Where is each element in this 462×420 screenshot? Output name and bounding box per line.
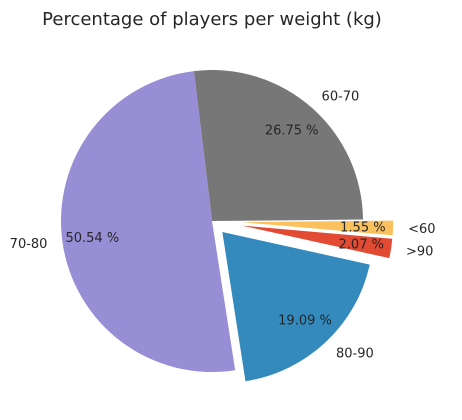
slice-label-gt-90: >90	[406, 244, 433, 259]
slice-labels: <60 1.55 % 60-70 26.75 % 70-80 50.54 % 80-90 19…	[10, 90, 436, 362]
pie-slice-60-70	[193, 70, 363, 221]
slice-label-80-90: 80-90	[336, 347, 374, 362]
slice-percent-lt-60: 1.55 %	[340, 220, 385, 235]
slice-percent-70-80: 50.54 %	[65, 231, 119, 246]
slice-label-70-80: 70-80	[10, 237, 48, 252]
slice-label-lt-60: <60	[408, 222, 435, 237]
chart-title: Percentage of players per weight (kg)	[42, 9, 382, 30]
slice-percent-gt-90: 2.07 %	[339, 237, 384, 252]
slice-percent-80-90: 19.09 %	[278, 314, 332, 329]
slice-percent-60-70: 26.75 %	[265, 124, 319, 139]
pie-slice-lt-60	[242, 220, 394, 236]
pie-slice-80-90	[222, 232, 370, 382]
slice-label-60-70: 60-70	[322, 90, 360, 105]
slices	[61, 70, 394, 382]
pie-slice-70-80	[61, 71, 236, 372]
pie-slice-gt-90	[241, 225, 393, 259]
